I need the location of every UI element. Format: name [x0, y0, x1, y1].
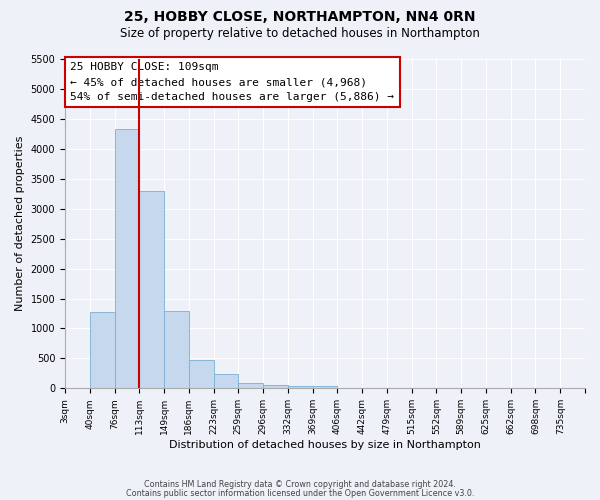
Text: Contains public sector information licensed under the Open Government Licence v3: Contains public sector information licen…	[126, 488, 474, 498]
Bar	[139, 192, 164, 388]
Bar	[90, 312, 115, 388]
Bar	[288, 386, 313, 388]
Text: Size of property relative to detached houses in Northampton: Size of property relative to detached ho…	[120, 28, 480, 40]
Bar	[115, 129, 139, 388]
Bar	[164, 311, 189, 388]
Text: Contains HM Land Registry data © Crown copyright and database right 2024.: Contains HM Land Registry data © Crown c…	[144, 480, 456, 489]
Bar	[238, 383, 263, 388]
Y-axis label: Number of detached properties: Number of detached properties	[15, 136, 25, 312]
X-axis label: Distribution of detached houses by size in Northampton: Distribution of detached houses by size …	[169, 440, 481, 450]
Bar	[313, 386, 337, 388]
Bar	[189, 360, 214, 388]
Text: 25 HOBBY CLOSE: 109sqm
← 45% of detached houses are smaller (4,968)
54% of semi-: 25 HOBBY CLOSE: 109sqm ← 45% of detached…	[70, 62, 394, 102]
Bar	[263, 385, 288, 388]
Text: 25, HOBBY CLOSE, NORTHAMPTON, NN4 0RN: 25, HOBBY CLOSE, NORTHAMPTON, NN4 0RN	[124, 10, 476, 24]
Bar	[214, 374, 238, 388]
